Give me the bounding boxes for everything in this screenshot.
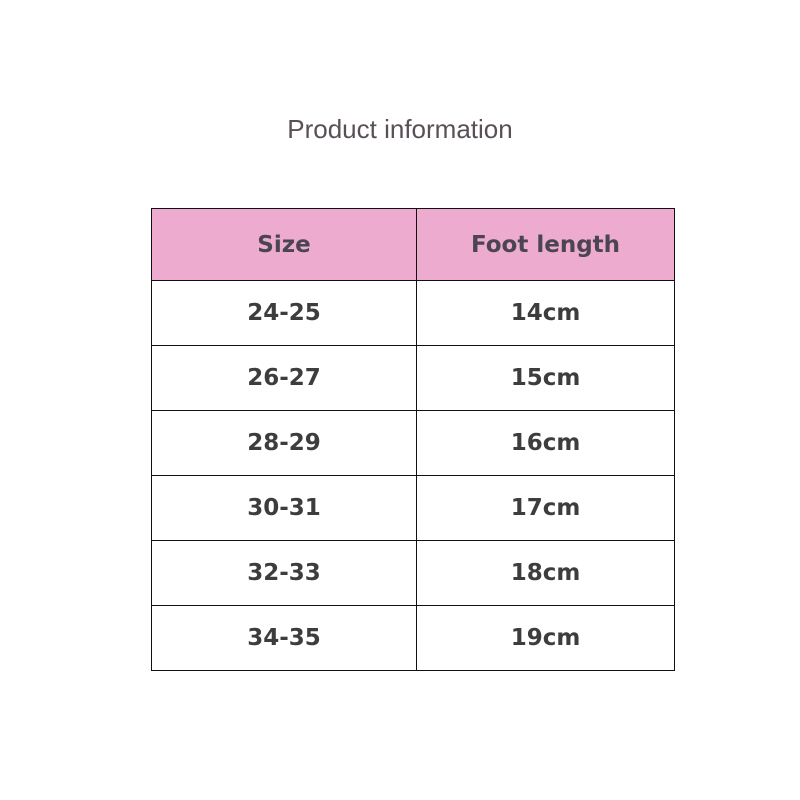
- page-title: Product information: [287, 114, 513, 144]
- table-row: 32-33 18cm: [151, 540, 675, 606]
- foot-length-cell: 19cm: [416, 605, 675, 671]
- size-cell: 30-31: [151, 475, 417, 541]
- size-cell: 26-27: [151, 345, 417, 411]
- table-row: 30-31 17cm: [151, 475, 675, 541]
- foot-length-cell: 17cm: [416, 475, 675, 541]
- size-cell: 34-35: [151, 605, 417, 671]
- table-row: 24-25 14cm: [151, 280, 675, 346]
- table-row: 34-35 19cm: [151, 605, 675, 671]
- foot-length-cell: 18cm: [416, 540, 675, 606]
- header-foot-length: Foot length: [416, 208, 675, 281]
- table-row: 26-27 15cm: [151, 345, 675, 411]
- size-table: Size Foot length 24-25 14cm 26-27 15cm 28-29…: [151, 208, 675, 671]
- foot-length-cell: 14cm: [416, 280, 675, 346]
- size-cell: 32-33: [151, 540, 417, 606]
- header-size: Size: [151, 208, 417, 281]
- table-header-row: Size Foot length: [151, 208, 675, 281]
- size-cell: 24-25: [151, 280, 417, 346]
- foot-length-cell: 15cm: [416, 345, 675, 411]
- size-cell: 28-29: [151, 410, 417, 476]
- table-row: 28-29 16cm: [151, 410, 675, 476]
- foot-length-cell: 16cm: [416, 410, 675, 476]
